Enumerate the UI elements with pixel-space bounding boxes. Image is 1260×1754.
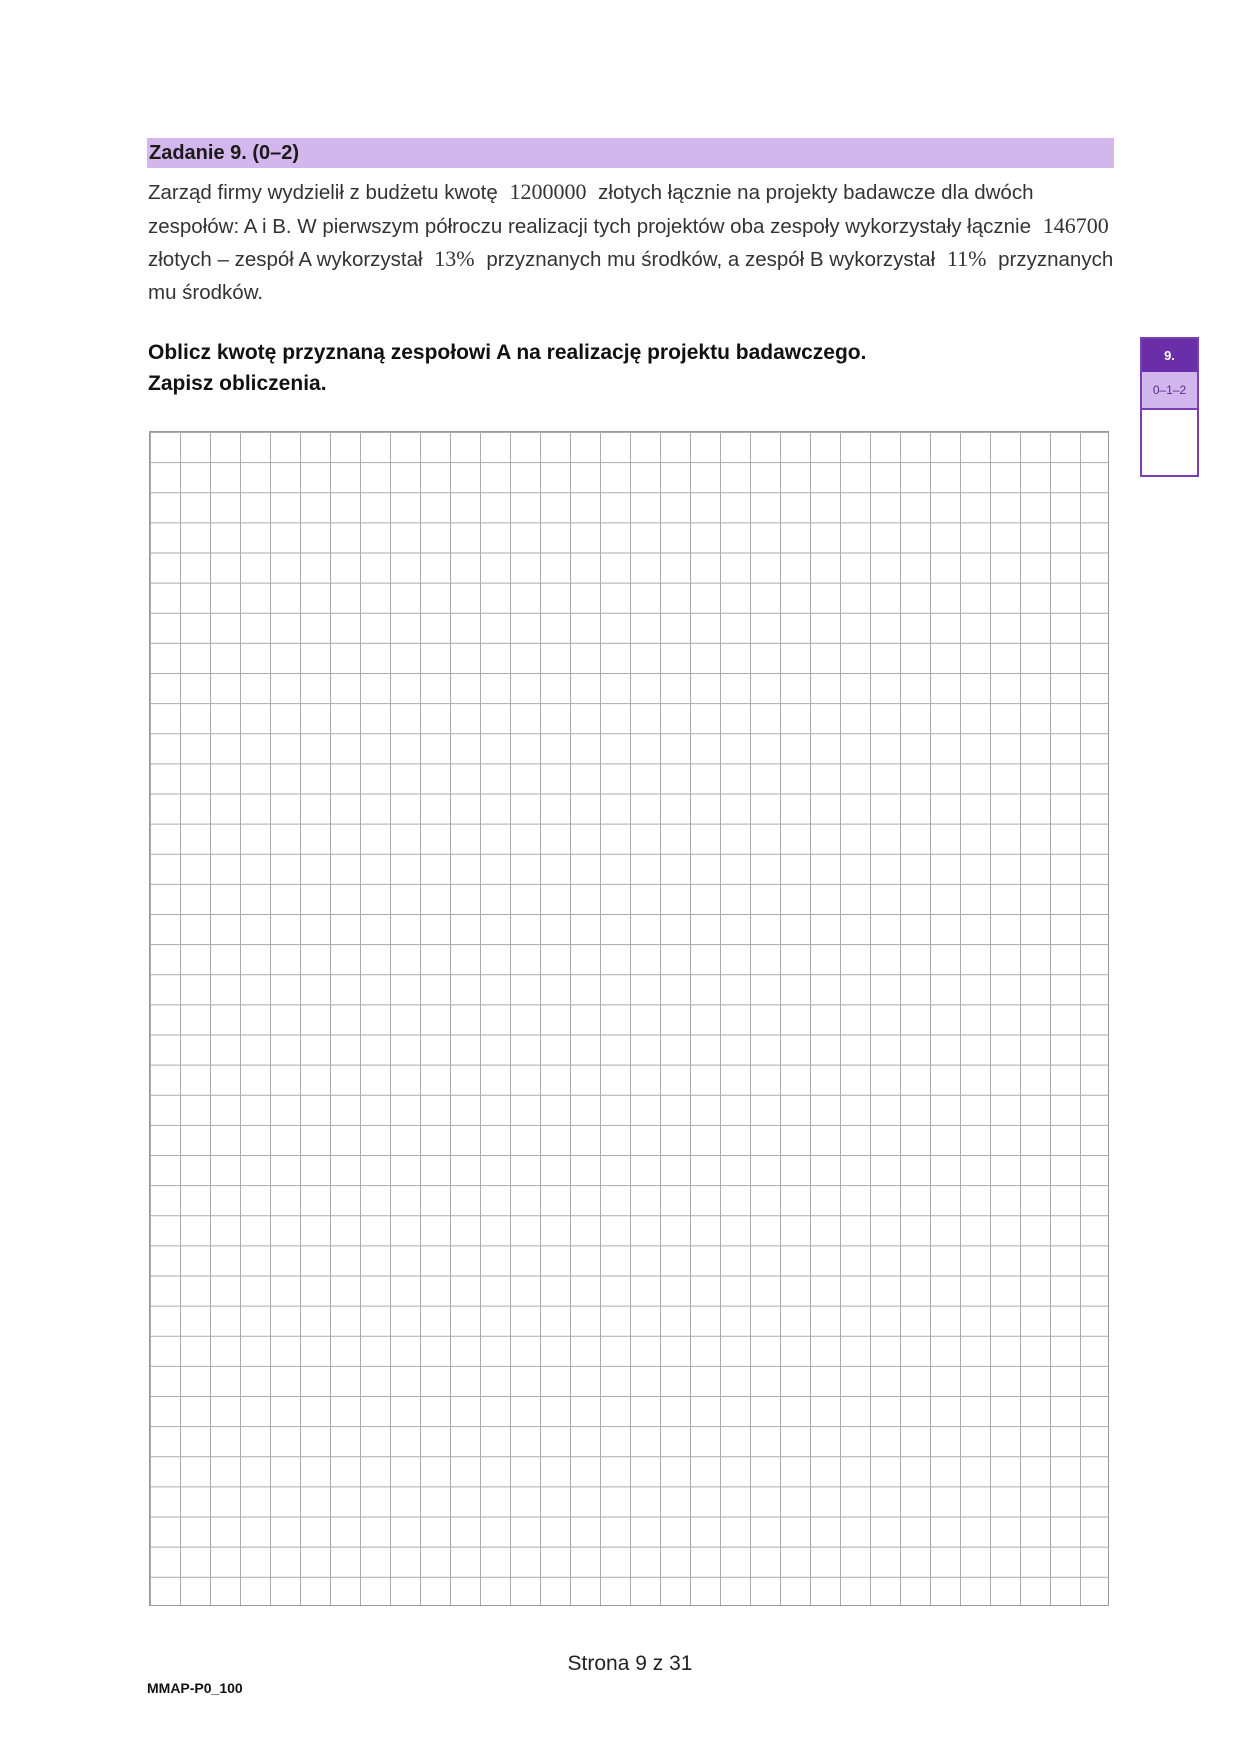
score-points: 0–1–2 [1142, 372, 1197, 410]
amount-used: 146700 [1042, 212, 1109, 238]
text: złotych – zespół A wykorzystał [148, 248, 423, 272]
text: przyznanych mu środków. [148, 248, 1114, 305]
score-task-number: 9. [1142, 339, 1197, 372]
answer-grid[interactable] [149, 431, 1109, 1606]
task-title: Zadanie 9. (0–2) [149, 142, 300, 164]
command-line: Oblicz kwotę przyznaną zespołowi A na re… [148, 341, 867, 364]
task-description: Zarząd firmy wydzielił z budżetu kwotę 1… [148, 176, 1118, 310]
amount-total: 1200000 [509, 179, 587, 204]
text: Zarząd firmy wydzielił z budżetu kwotę [148, 181, 498, 204]
page-number: Strona 9 z 31 [567, 1652, 693, 1675]
text: przyznanych mu środków, a zespół B wykor… [486, 248, 936, 272]
exam-code: MMAP-P0_100 [147, 1680, 243, 1696]
score-box: 9. 0–1–2 [1140, 337, 1199, 477]
percent-a: 13% [434, 246, 475, 272]
text: złotych łącznie na projekty badawcze dla… [148, 181, 1034, 238]
command-line: Zapisz obliczenia. [148, 372, 327, 395]
percent-b: 11% [946, 246, 987, 272]
task-header: Zadanie 9. (0–2) [147, 138, 1114, 168]
task-command: Oblicz kwotę przyznaną zespołowi A na re… [148, 337, 866, 399]
